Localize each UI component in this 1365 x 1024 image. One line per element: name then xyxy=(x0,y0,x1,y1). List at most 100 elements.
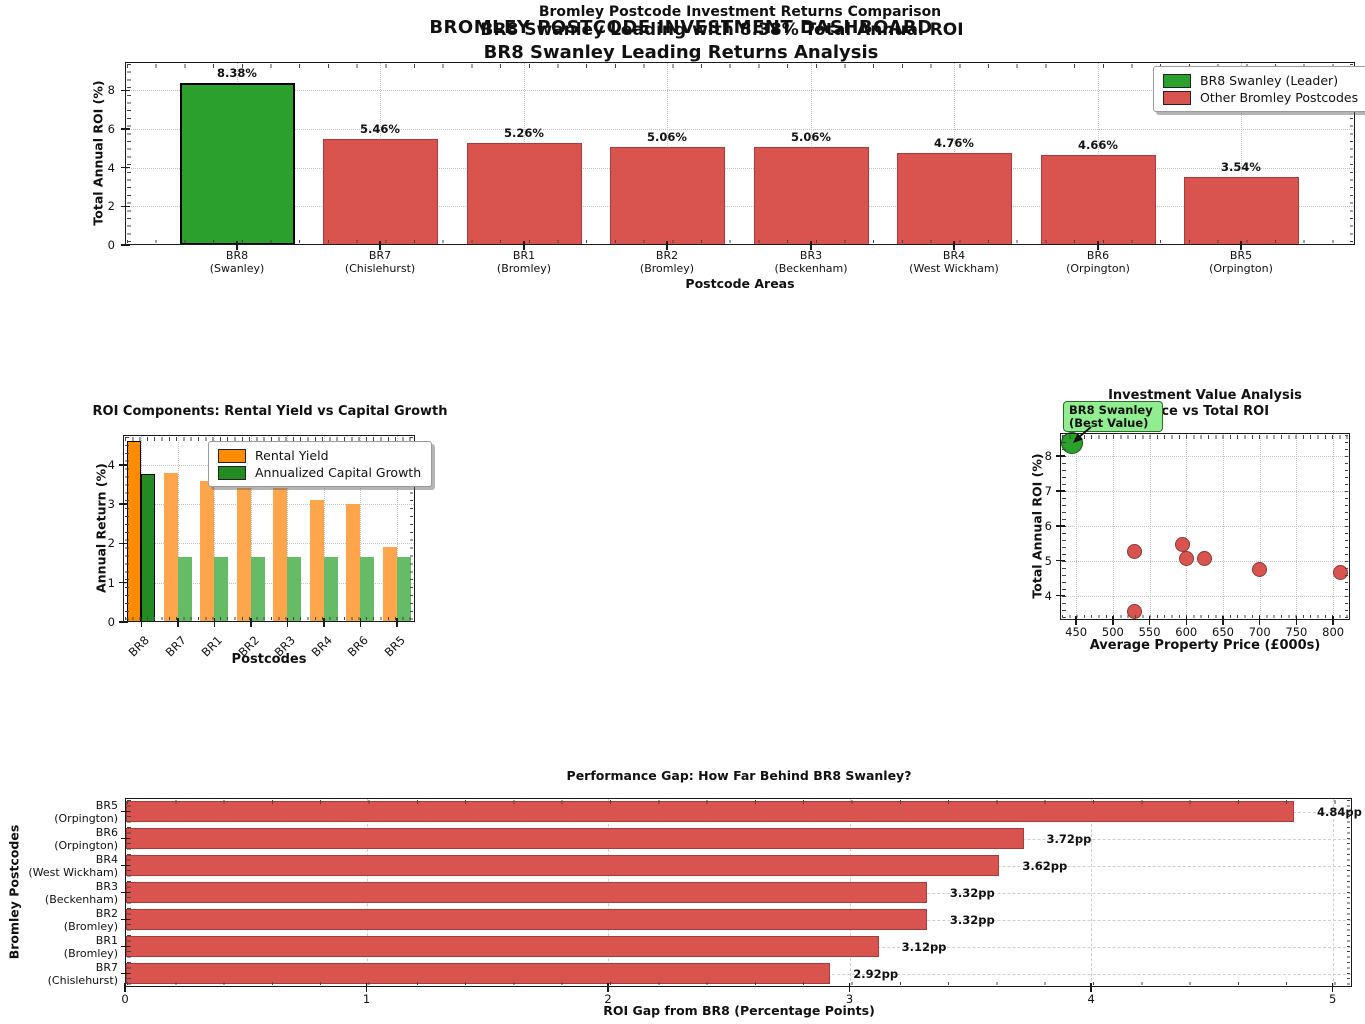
x-tick xyxy=(953,241,955,250)
gap-bar-BR5 xyxy=(126,801,1295,822)
y-tick xyxy=(119,542,128,545)
legend-swatch-growth-green xyxy=(218,465,246,480)
x-tick xyxy=(1075,616,1077,625)
chart2-title: ROI Components: Rental Yield vs Capital … xyxy=(92,404,448,419)
y-tick xyxy=(119,581,128,584)
chart2-yaxis-label: Annual Return (%) xyxy=(93,463,109,593)
x-tick-label: 750 xyxy=(1285,625,1308,639)
bar-BR8 xyxy=(179,83,295,245)
x-tick-label-area: (Chislehurst) xyxy=(344,262,416,275)
x-tick xyxy=(523,241,525,250)
x-tick-label: 2 xyxy=(604,992,612,1006)
gap-bar-BR1 xyxy=(126,936,879,957)
bar-value-label-BR6: 4.66% xyxy=(1078,137,1118,152)
legend-item-capital-growth: Annualized Capital Growth xyxy=(218,464,422,481)
x-tick xyxy=(359,618,361,627)
chart3-xaxis-label: Average Property Price (£000s) xyxy=(1089,638,1321,653)
legend-swatch-other-red xyxy=(1163,90,1191,105)
x-tick-label: 3 xyxy=(845,992,854,1006)
best-value-annotation: BR8 Swanley (Best Value) xyxy=(1063,401,1163,432)
gap-value-label-BR3: 3.32pp xyxy=(949,885,995,900)
y-tick-label: 3 xyxy=(107,497,115,512)
y-tick xyxy=(121,810,130,813)
gap-bar-BR4 xyxy=(126,855,1000,876)
y-tick-label: 8 xyxy=(1044,449,1052,464)
minor-ticks-left xyxy=(127,64,131,243)
chart4-title: Performance Gap: How Far Behind BR8 Swan… xyxy=(566,768,912,783)
y-tick xyxy=(121,166,130,169)
x-tick xyxy=(365,983,368,992)
x-tick xyxy=(213,618,215,627)
rental-bar-BR6 xyxy=(346,504,361,622)
gap-value-label-BR4: 3.62pp xyxy=(1022,858,1068,873)
minor-ticks-bottom xyxy=(127,239,1353,243)
x-tick xyxy=(236,241,238,250)
x-tick-label: 600 xyxy=(1175,625,1198,639)
y-tick-label-area: (Beckenham) xyxy=(44,892,118,906)
y-tick xyxy=(1056,490,1065,492)
x-tick xyxy=(1258,616,1261,625)
gridline-v xyxy=(1241,63,1242,244)
gridline-h xyxy=(124,582,414,584)
rental-bar-BR3 xyxy=(273,488,288,622)
growth-bar-BR3 xyxy=(287,556,302,622)
growth-bar-BR8 xyxy=(141,473,156,622)
gridline-v xyxy=(214,436,216,621)
bar-value-label-BR1: 5.26% xyxy=(504,126,544,141)
gridline-v xyxy=(250,436,252,621)
y-tick-label-area: (Chislehurst) xyxy=(47,973,118,987)
minor-ticks-right xyxy=(409,437,413,620)
y-tick-label-code: BR7 xyxy=(95,960,118,974)
x-tick-label-code: BR8 xyxy=(225,249,249,262)
bar-value-label-BR8: 8.38% xyxy=(217,66,257,81)
growth-bar-BR7 xyxy=(177,556,192,622)
gridline-v xyxy=(287,436,289,621)
minor-ticks-right xyxy=(1346,800,1350,985)
gap-bar-BR3 xyxy=(126,882,927,903)
scatter-point-4 xyxy=(1197,551,1213,567)
x-tick xyxy=(1332,616,1334,625)
rental-bar-BR4 xyxy=(309,500,324,622)
minor-ticks-bottom xyxy=(127,981,1350,985)
x-tick xyxy=(379,241,381,250)
gridline-h xyxy=(124,543,414,545)
y-tick xyxy=(121,891,130,894)
legend-label-leader: BR8 Swanley (Leader) xyxy=(1200,73,1339,88)
gridline-h xyxy=(126,90,1354,92)
growth-bar-BR4 xyxy=(323,556,338,622)
gridline-v xyxy=(1098,63,1099,244)
y-tick-label: 2 xyxy=(107,536,115,551)
bar-BR1 xyxy=(466,143,582,245)
bar-value-label-BR5: 3.54% xyxy=(1221,159,1261,174)
minor-ticks-top xyxy=(127,800,1350,804)
y-tick-label-area: (Bromley) xyxy=(63,946,118,960)
minor-ticks-top xyxy=(1062,435,1348,439)
y-tick xyxy=(121,89,130,92)
x-tick-label-code: BR7 xyxy=(368,249,392,262)
chart1-xaxis-label: Postcode Areas xyxy=(685,276,795,291)
gridline-h xyxy=(1061,490,1349,492)
y-tick xyxy=(121,128,130,130)
gridline-v xyxy=(360,436,362,621)
x-tick-label: 0 xyxy=(121,992,129,1006)
annotation-arrow-icon xyxy=(1073,426,1092,443)
chart3-title-line2: Price vs Total ROI xyxy=(1140,404,1270,419)
y-tick-label-code: BR4 xyxy=(95,852,118,866)
bar-BR7 xyxy=(322,139,438,245)
growth-bar-BR6 xyxy=(360,556,375,622)
x-tick-label: 1 xyxy=(362,992,371,1006)
y-tick-label: 7 xyxy=(1044,483,1052,498)
gap-value-label-BR1: 3.12pp xyxy=(901,939,947,954)
minor-ticks-top xyxy=(127,64,1353,68)
bar-value-label-BR7: 5.46% xyxy=(360,122,400,137)
x-tick-label: 700 xyxy=(1248,625,1271,639)
legend-item-leader: BR8 Swanley (Leader) xyxy=(1163,72,1359,89)
x-tick xyxy=(1222,616,1224,625)
x-tick-label-code: BR6 xyxy=(1086,249,1110,262)
chart1-legend: BR8 Swanley (Leader) Other Bromley Postc… xyxy=(1153,66,1365,112)
x-tick xyxy=(1185,616,1188,625)
x-tick xyxy=(1148,616,1151,625)
minor-ticks-right xyxy=(1344,435,1348,618)
x-tick xyxy=(250,618,252,627)
scatter-point-5 xyxy=(1252,561,1268,577)
